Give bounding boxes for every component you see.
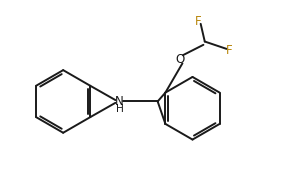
Text: F: F: [226, 44, 232, 57]
Text: N: N: [115, 95, 123, 108]
Text: F: F: [195, 15, 201, 28]
Text: O: O: [176, 53, 185, 66]
Text: H: H: [116, 104, 123, 114]
